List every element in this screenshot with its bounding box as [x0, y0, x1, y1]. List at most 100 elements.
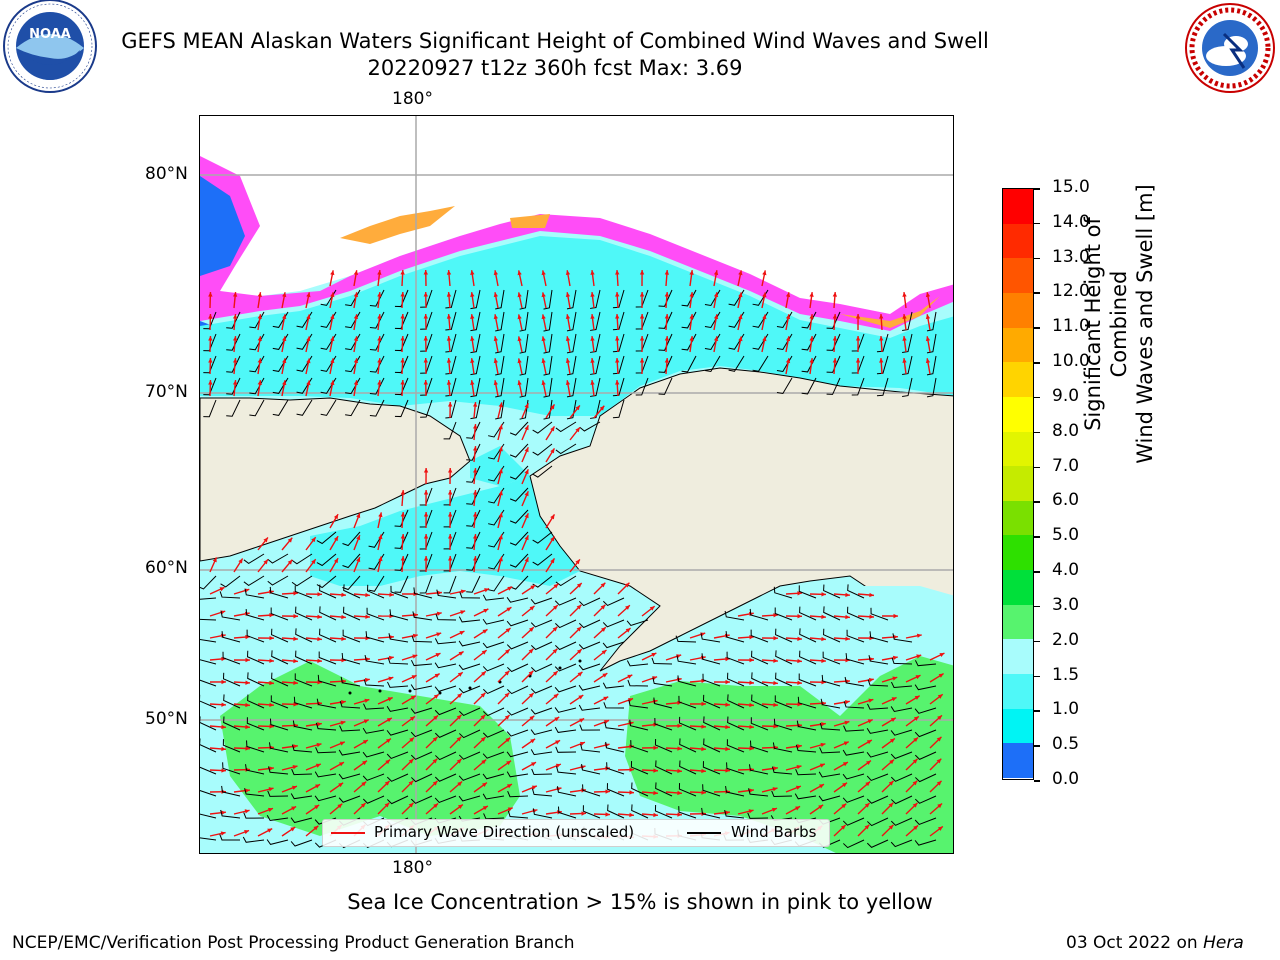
- wind-barb: [270, 695, 289, 709]
- wave-direction-arrowhead: [410, 695, 416, 700]
- wave-direction-arrowhead: [864, 802, 870, 808]
- wind-barb: [495, 377, 505, 398]
- wind-barb: [244, 788, 265, 797]
- wind-barb: [914, 707, 937, 714]
- wind-barb: [826, 355, 841, 373]
- wind-barb: [226, 377, 241, 395]
- chart-title: GEFS MEAN Alaskan Waters Significant Hei…: [121, 29, 989, 53]
- wave-direction-arrowhead: [677, 790, 682, 796]
- wind-barb: [445, 377, 457, 397]
- wave-direction-arrowhead: [498, 468, 503, 474]
- wave-direction-arrowhead: [864, 824, 870, 830]
- wave-direction-arrowhead: [541, 314, 546, 320]
- wave-direction-arrowhead: [337, 803, 343, 809]
- wind-barb: [200, 597, 217, 600]
- wave-direction-arrowhead: [317, 592, 322, 597]
- wind-barb: [386, 751, 409, 760]
- wave-direction-arrowhead: [552, 605, 558, 610]
- wind-barb: [200, 618, 217, 621]
- wave-direction-arrowhead: [269, 702, 274, 708]
- wind-barb: [247, 694, 265, 709]
- wave-direction-arrowhead: [550, 426, 555, 432]
- wave-direction-arrowhead: [773, 766, 778, 771]
- wind-barb: [436, 589, 457, 599]
- wave-direction-arrowhead: [771, 807, 777, 812]
- wave-direction-arrowhead: [480, 714, 486, 720]
- wind-barb: [314, 795, 337, 802]
- wave-direction-arrowhead: [432, 780, 438, 786]
- wave-direction-arrowhead: [245, 657, 250, 663]
- wind-barb: [390, 585, 409, 599]
- wave-direction-arrowhead: [869, 592, 874, 598]
- wave-direction-arrowhead: [550, 404, 555, 410]
- wind-barb: [365, 631, 385, 643]
- wind-barb: [775, 628, 793, 643]
- wave-direction-arrowhead: [269, 613, 274, 618]
- wave-direction-arrowhead: [432, 736, 438, 742]
- wind-barb: [530, 685, 553, 694]
- wind-barb: [607, 804, 625, 819]
- wind-barb: [676, 655, 697, 665]
- colorbar-tick: [1034, 675, 1040, 678]
- wave-direction-arrowhead: [472, 490, 478, 495]
- wave-direction-arrowhead: [552, 626, 558, 632]
- wind-barb: [266, 815, 289, 822]
- wave-direction-arrowhead: [472, 468, 478, 473]
- bering-strait-water: [470, 446, 530, 486]
- wind-barb: [654, 804, 673, 819]
- wind-barb: [410, 659, 433, 667]
- wave-direction-arrowhead: [269, 658, 274, 663]
- wave-direction-arrowhead: [481, 671, 486, 676]
- wave-direction-arrowhead: [400, 556, 406, 561]
- wind-barb: [506, 685, 529, 695]
- wave-direction-arrowhead: [446, 380, 452, 385]
- wind-barb: [200, 761, 217, 775]
- wave-direction-arrowhead: [447, 512, 453, 517]
- wind-barb: [345, 399, 361, 417]
- wave-direction-arrowhead: [257, 292, 262, 297]
- wave-direction-arrowhead: [408, 758, 414, 764]
- wind-barb: [725, 786, 745, 797]
- wind-barb: [470, 289, 481, 310]
- colorbar-segment: [1003, 327, 1033, 363]
- ice-edge-orange-2: [510, 214, 550, 228]
- wind-barb: [652, 677, 673, 687]
- wave-direction-arrowhead: [400, 512, 406, 517]
- wave-direction-arrowhead: [821, 636, 826, 642]
- wind-barb: [291, 575, 313, 587]
- wave-direction-arrowhead: [541, 380, 546, 386]
- wave-direction-arrowhead: [313, 825, 319, 831]
- wind-barb: [915, 773, 937, 783]
- wind-barb: [554, 663, 577, 672]
- wave-direction-arrowhead: [317, 722, 322, 727]
- wind-barb: [776, 377, 793, 395]
- colorbar-tick-label: 10.0: [1052, 351, 1090, 372]
- land-alaska: [529, 367, 953, 672]
- wind-barb: [612, 399, 625, 419]
- wave-direction-arrowhead: [524, 447, 529, 453]
- wind-barb: [488, 575, 505, 592]
- wind-barb: [821, 674, 841, 687]
- wave-direction-arrowhead: [615, 336, 620, 341]
- wind-barb: [725, 631, 745, 643]
- wind-barb: [867, 817, 889, 827]
- wind-barb: [223, 716, 241, 731]
- wind-barb: [246, 629, 265, 643]
- wave-direction-arrowhead: [330, 380, 335, 386]
- wave-direction-arrowhead: [506, 760, 512, 766]
- wind-barb: [364, 654, 385, 665]
- wind-barb: [294, 585, 313, 599]
- wind-barb: [466, 575, 481, 593]
- wave-direction-arrowhead: [460, 610, 466, 615]
- wave-direction-arrowhead: [493, 292, 498, 298]
- wave-direction-arrowhead: [524, 425, 529, 431]
- wave-direction-arrowhead: [470, 380, 475, 385]
- wind-barb: [543, 311, 553, 332]
- wind-barb: [246, 740, 265, 753]
- wave-direction-arrowhead: [232, 336, 238, 341]
- wind-barb: [726, 651, 745, 665]
- wind-barb: [200, 790, 217, 797]
- wave-direction-arrowhead: [785, 292, 791, 298]
- wind-barb: [532, 553, 553, 566]
- wave-direction-arrowhead: [412, 633, 418, 638]
